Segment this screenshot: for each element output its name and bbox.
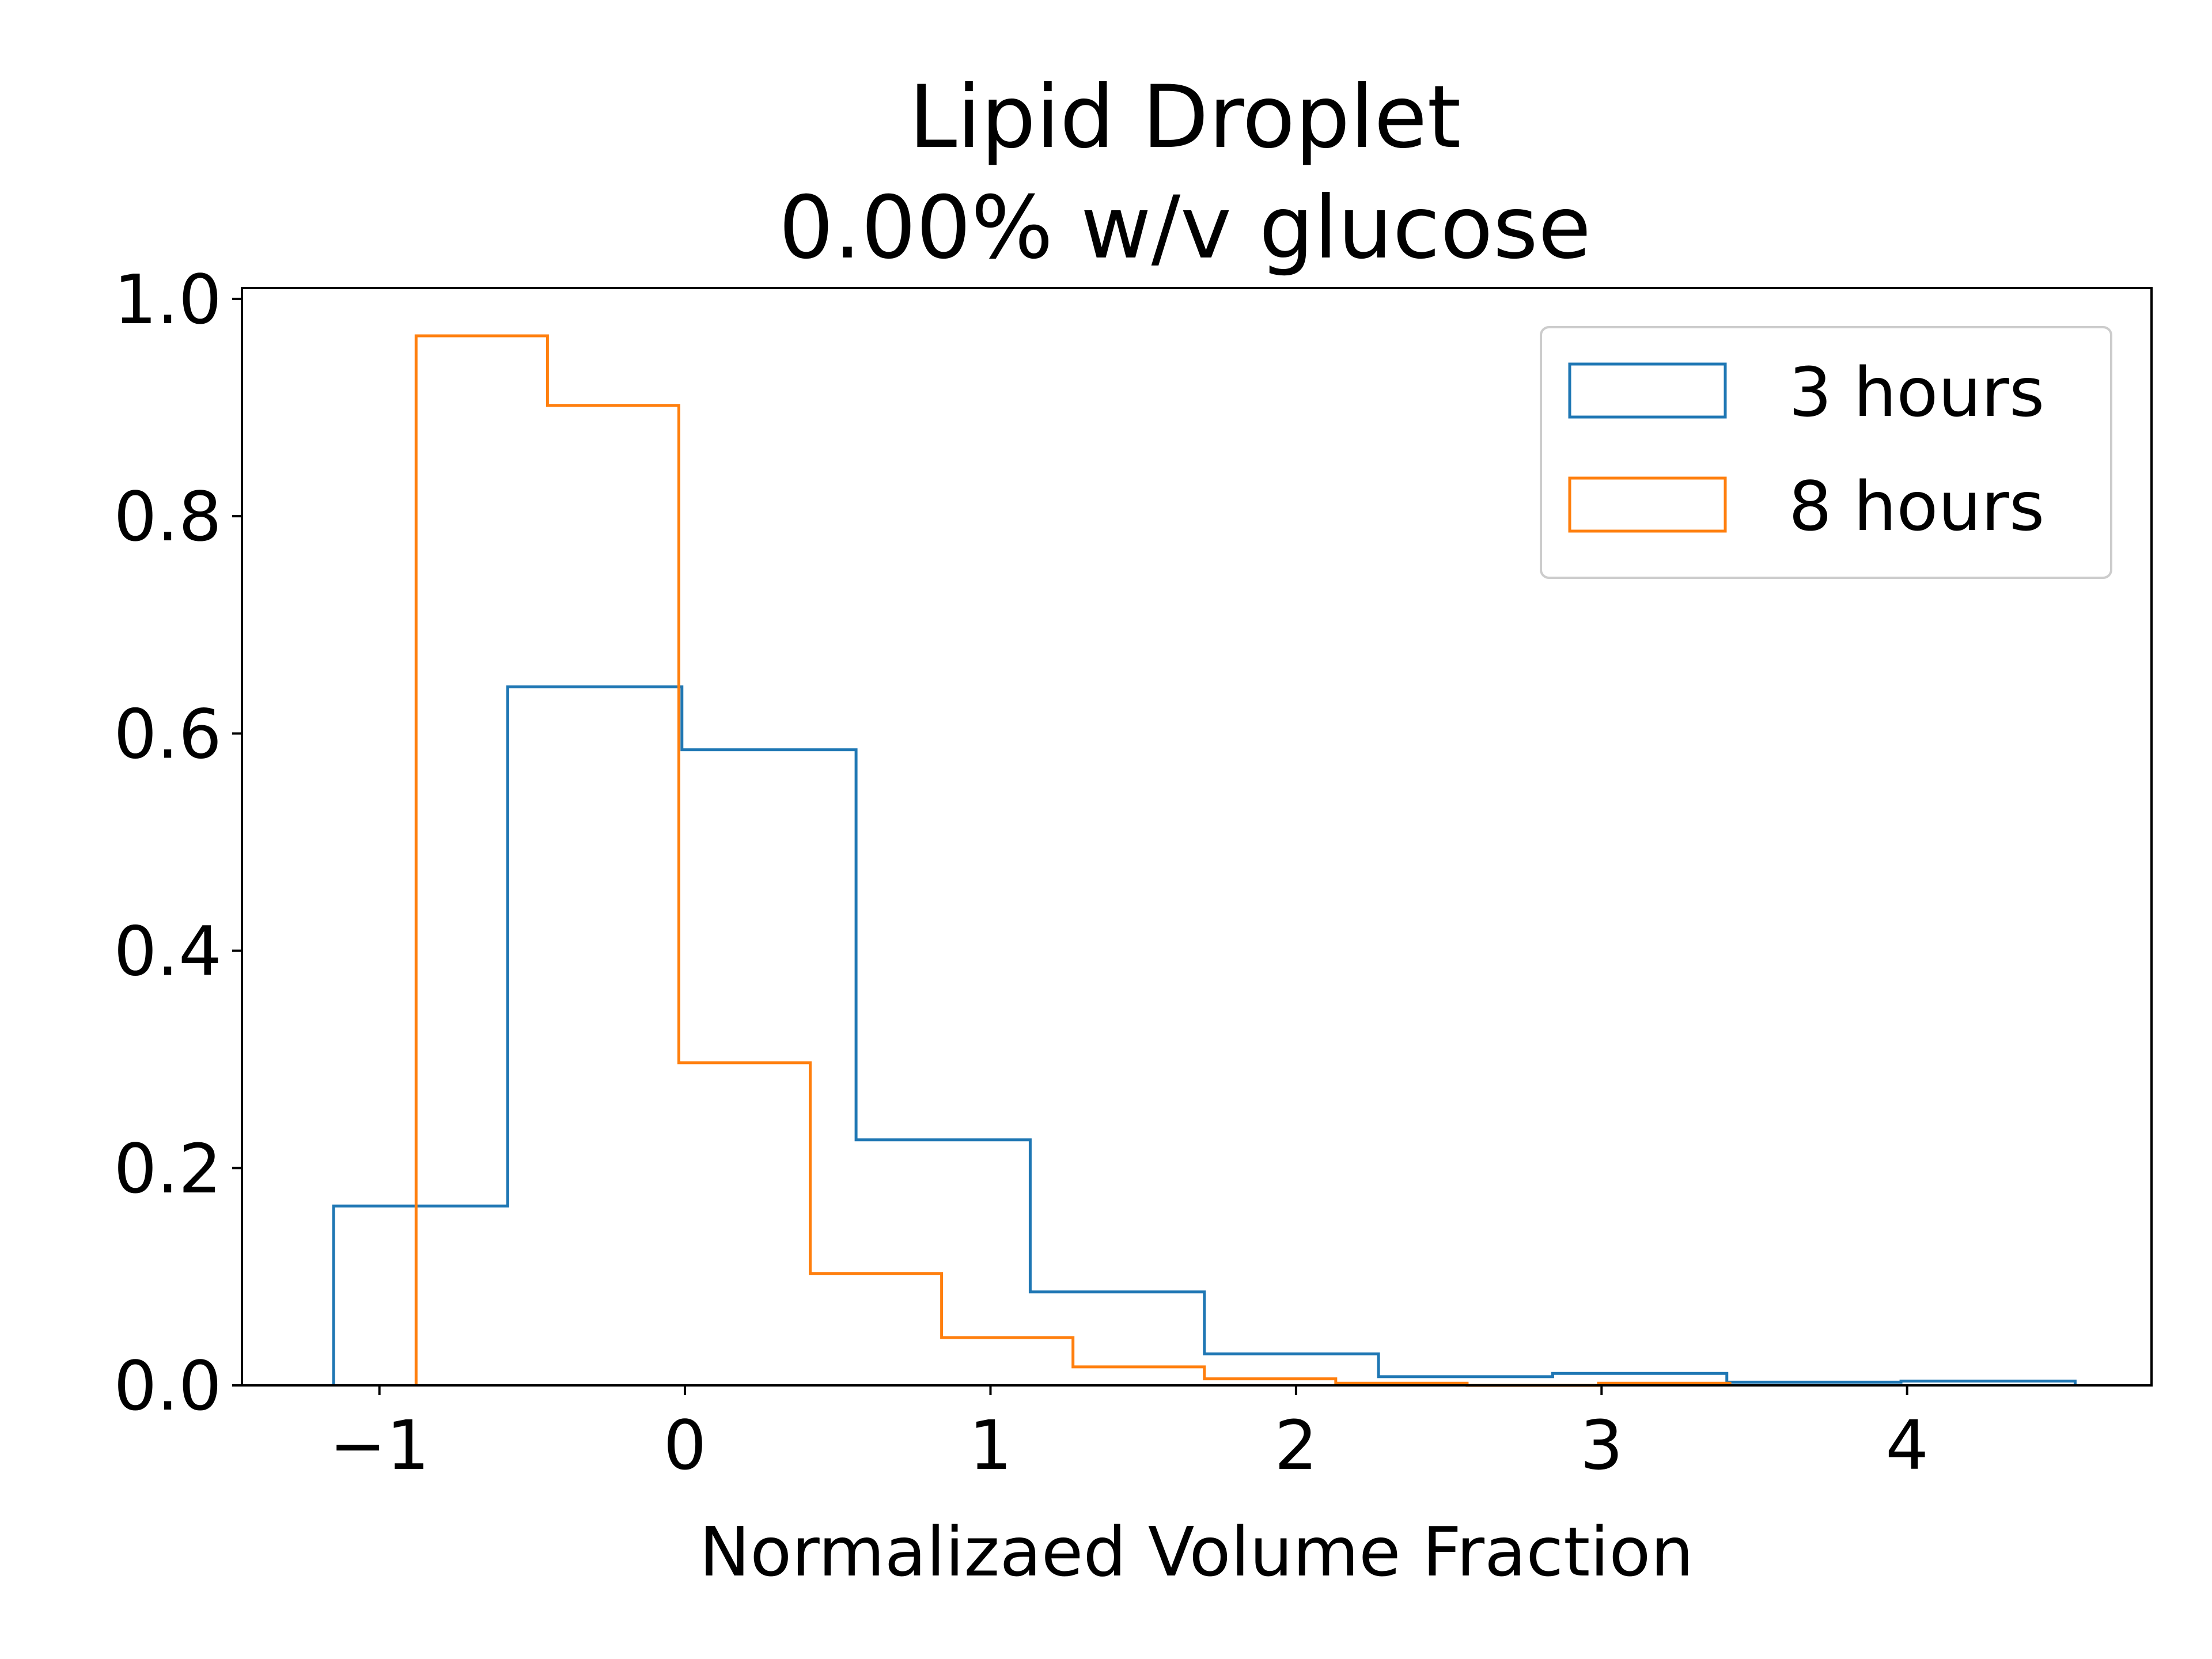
- y-tick-label: 1.0: [113, 260, 222, 339]
- x-tick-label: −1: [329, 1406, 430, 1485]
- y-tick-label: 0.6: [113, 694, 222, 774]
- y-tick-label: 0.4: [113, 912, 222, 991]
- y-axis: 0.0 0.2 0.4 0.6 0.8 1.0: [113, 260, 242, 1426]
- legend: 3 hours 8 hours: [1540, 326, 2112, 579]
- legend-swatch-3-hours: [1568, 362, 1727, 419]
- legend-swatch-8-hours: [1568, 476, 1727, 533]
- x-axis-label: Normalizaed Volume Fraction: [699, 1512, 1694, 1592]
- x-tick-label: 1: [969, 1406, 1012, 1485]
- x-tick-label: 2: [1274, 1406, 1317, 1485]
- x-tick-label: 3: [1580, 1406, 1623, 1485]
- histogram-series-3-hours: [332, 685, 2077, 1385]
- x-axis: −1 0 1 2 3 4: [329, 1385, 1929, 1485]
- chart-title-line-1: Lipid Droplet: [909, 67, 1461, 168]
- legend-label-8-hours: 8 hours: [1789, 467, 2044, 546]
- x-tick-label: 0: [664, 1406, 707, 1485]
- y-tick-label: 0.0: [113, 1346, 222, 1426]
- y-tick-label: 0.8: [113, 477, 222, 556]
- axes-frame: [241, 287, 2153, 1387]
- x-tick-label: 4: [1885, 1406, 1929, 1485]
- legend-label-3-hours: 3 hours: [1789, 353, 2044, 432]
- chart-title-line-2: 0.00% w/v glucose: [779, 178, 1592, 278]
- legend-box: [1540, 326, 2112, 579]
- y-tick-label: 0.2: [113, 1129, 222, 1209]
